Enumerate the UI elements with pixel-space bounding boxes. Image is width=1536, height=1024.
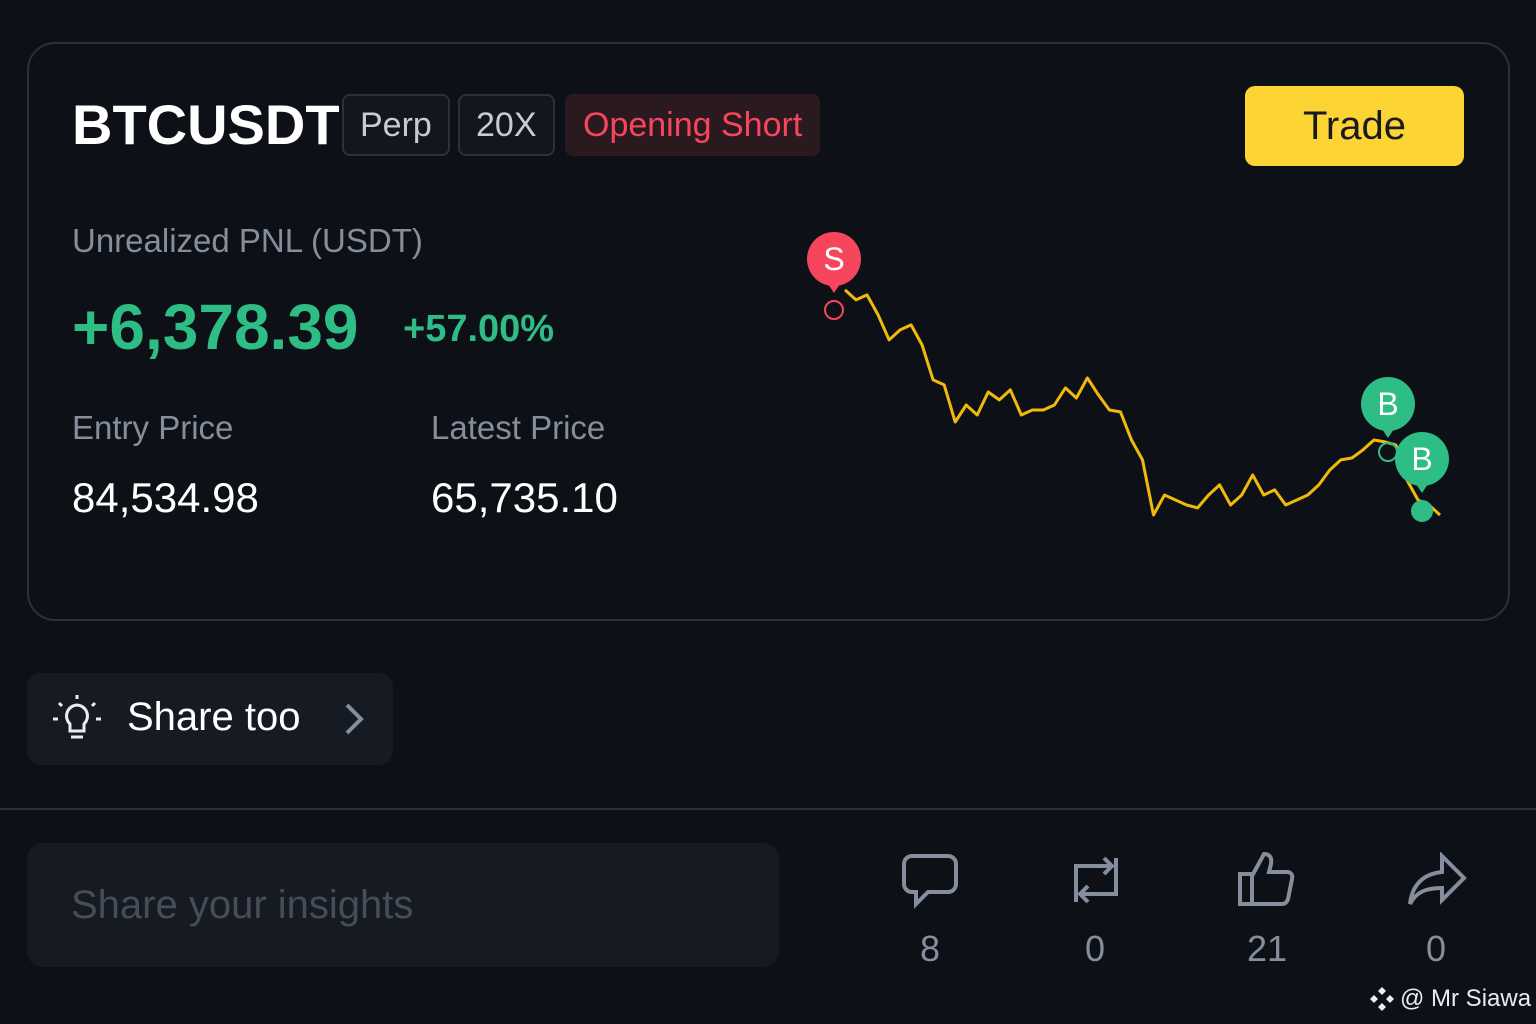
symbol: BTCUSDT [72, 93, 340, 156]
price-value: 84,534.98 [72, 474, 259, 521]
pin [807, 232, 861, 286]
repost-count: 0 [1084, 928, 1106, 969]
like-count: 21 [1246, 928, 1288, 969]
price-value: 65,735.10 [431, 474, 618, 521]
pin [1395, 432, 1449, 486]
bulb-icon [53, 695, 101, 739]
pin-label: B [1411, 441, 1432, 477]
position-card [27, 42, 1510, 621]
share-icon[interactable] [1406, 852, 1468, 908]
comment-icon[interactable] [900, 852, 960, 910]
price-label: Entry Price [72, 409, 234, 446]
logo [1370, 987, 1394, 1011]
pin [1361, 377, 1415, 431]
pnl-value: +6,378.39 [72, 291, 359, 363]
placeholder: Share your insights [71, 883, 414, 927]
comment-count: 8 [919, 928, 941, 969]
trade-dot [1411, 500, 1433, 522]
pin-label: S [823, 241, 844, 277]
sparkline: S BB [807, 232, 1449, 522]
share-tip-text: Share too [127, 695, 301, 739]
pnl-percent: +57.00% [403, 308, 555, 350]
share-count: 0 [1425, 928, 1447, 969]
chevron [345, 703, 364, 735]
like-icon[interactable] [1236, 850, 1298, 908]
insight-input[interactable]: Share your insights [27, 843, 779, 967]
trade-dot [1378, 442, 1398, 462]
trade-button[interactable]: Trade [1245, 86, 1464, 166]
divider [0, 808, 1536, 810]
price-label: Latest Price [431, 409, 606, 446]
pin-label: B [1377, 386, 1398, 422]
pnl-label: Unrealized PNL (USDT) [72, 222, 423, 259]
price-line [843, 288, 1442, 517]
repost-icon[interactable] [1062, 852, 1130, 908]
tag: Perp [342, 94, 450, 156]
share-tip[interactable]: Share too [27, 673, 393, 765]
side-tag: Opening Short [565, 94, 821, 156]
trade-dot [824, 300, 844, 320]
tag: 20X [458, 94, 555, 156]
watermark: @ Mr Siawa [1400, 985, 1532, 1012]
